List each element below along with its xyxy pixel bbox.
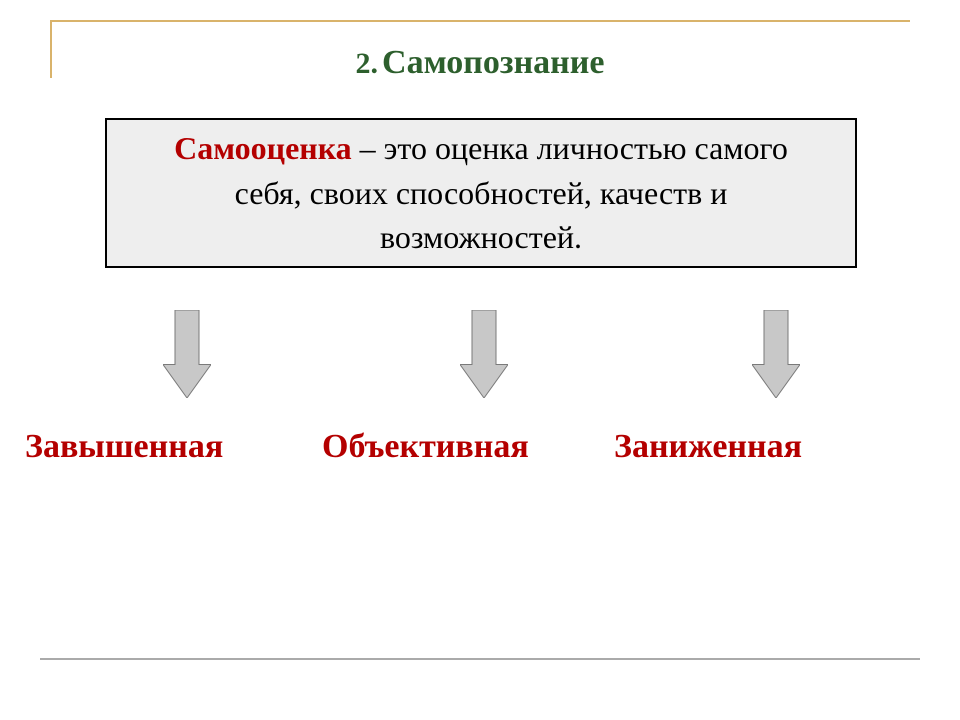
title-number: 2. xyxy=(356,47,379,80)
branch-label: Завышенная xyxy=(25,428,223,466)
slide-title: 2. Самопознание xyxy=(0,44,960,82)
definition-box: Самооценка – это оценка личностью самого… xyxy=(105,118,857,268)
frame-bottom-rule xyxy=(40,658,920,660)
branch-label: Заниженная xyxy=(614,428,802,466)
branch-label: Объективная xyxy=(322,428,529,466)
down-arrow-icon xyxy=(163,310,211,398)
down-arrow-icon xyxy=(460,310,508,398)
definition-text: Самооценка – это оценка личностью самого… xyxy=(147,126,815,260)
title-text: Самопознание xyxy=(382,44,604,81)
arrows-row xyxy=(0,310,960,410)
branches-row: Завышенная Объективная Заниженная xyxy=(0,428,960,468)
definition-term: Самооценка xyxy=(174,130,352,166)
frame-top-rule xyxy=(50,20,910,22)
down-arrow-icon xyxy=(752,310,800,398)
